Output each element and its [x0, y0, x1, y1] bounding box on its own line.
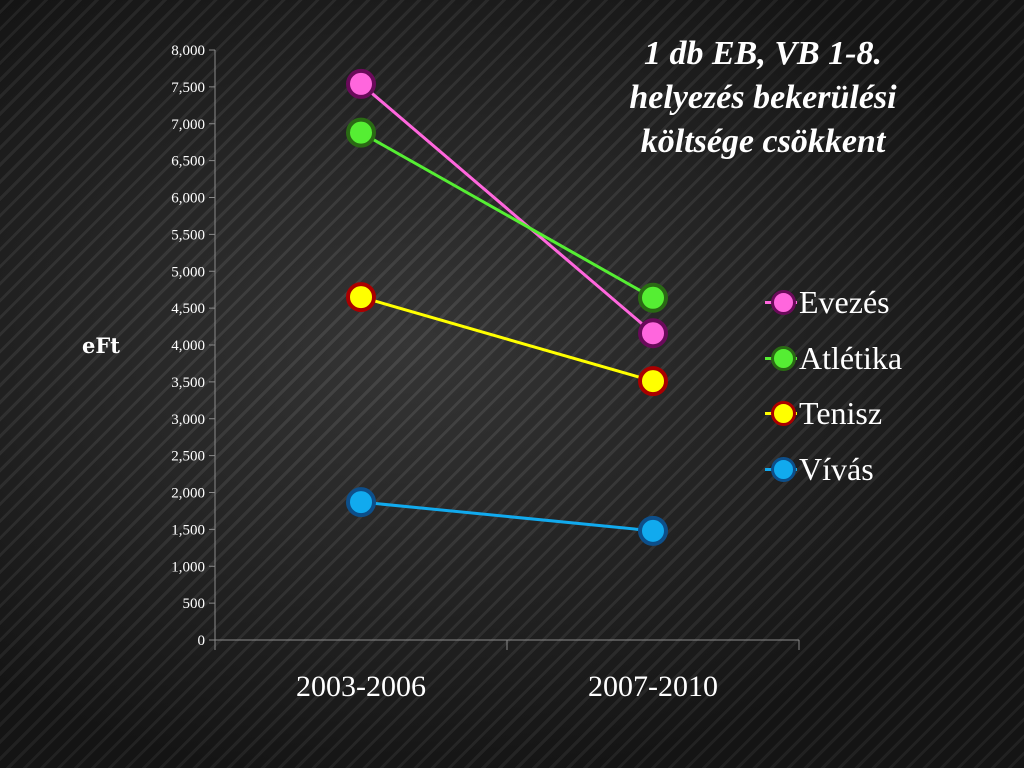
y-tick-label: 3,000	[171, 412, 205, 428]
y-tick-label: 1,000	[171, 559, 205, 575]
series-line	[360, 131, 654, 300]
y-axis-label: eFt	[82, 333, 120, 358]
chart-title-line-2: helyezés bekerülési	[629, 79, 897, 116]
chart-legend: Evezés Atlétika Tenisz Vívás	[765, 275, 902, 497]
data-point	[638, 318, 668, 349]
legend-item: Vívás	[765, 442, 902, 498]
y-tick-label: 4,500	[171, 301, 205, 317]
data-point	[638, 366, 668, 397]
y-tick-label: 2,500	[171, 449, 205, 465]
data-point	[346, 68, 376, 99]
series-line	[360, 500, 654, 533]
legend-label: Evezés	[799, 284, 890, 321]
legend-marker	[771, 401, 796, 427]
series-line	[360, 295, 654, 383]
legend-marker	[771, 456, 796, 482]
legend-label: Atlétika	[799, 339, 903, 376]
legend-item: Evezés	[765, 275, 902, 331]
data-point	[346, 117, 376, 148]
legend-marker	[771, 345, 796, 371]
y-tick-label: 5,000	[171, 264, 205, 280]
chart-title-line-3: költsége csökkent	[640, 123, 886, 160]
x-tick-label: 2007-2010	[588, 670, 718, 703]
y-tick-label: 0	[198, 633, 206, 649]
y-tick-label: 2,000	[171, 486, 205, 502]
legend-item: Tenisz	[765, 386, 902, 442]
legend-item: Atlétika	[765, 331, 902, 387]
y-tick-label: 7,000	[171, 117, 205, 133]
chart-title: 1 db EB, VB 1-8. helyezés bekerülési köl…	[548, 32, 978, 164]
y-tick-label: 6,000	[171, 191, 205, 207]
x-tick-labels: 2003-2006 2007-2010	[296, 670, 718, 703]
y-tick-labels: 0 500 1,000 1,500 2,000 2,500 3,000 3,500 4,000 4…	[171, 43, 215, 649]
data-point	[638, 515, 668, 546]
y-tick-label: 4,000	[171, 338, 205, 354]
y-tick-label: 8,000	[171, 43, 205, 59]
x-tick-label: 2003-2006	[296, 670, 426, 703]
legend-label: Tenisz	[799, 395, 883, 432]
series-line	[360, 82, 654, 335]
y-tick-label: 6,500	[171, 154, 205, 170]
y-tick-label: 500	[183, 596, 206, 612]
chart-series	[346, 68, 668, 546]
data-point	[346, 487, 376, 518]
legend-label: Vívás	[799, 450, 874, 487]
chart-title-line-1: 1 db EB, VB 1-8.	[643, 35, 883, 72]
y-tick-label: 5,500	[171, 227, 205, 243]
data-point	[638, 282, 668, 313]
y-tick-label: 3,500	[171, 375, 205, 391]
legend-marker	[771, 290, 796, 316]
y-tick-label: 7,500	[171, 80, 205, 96]
data-point	[346, 282, 376, 313]
y-tick-label: 1,500	[171, 522, 205, 538]
